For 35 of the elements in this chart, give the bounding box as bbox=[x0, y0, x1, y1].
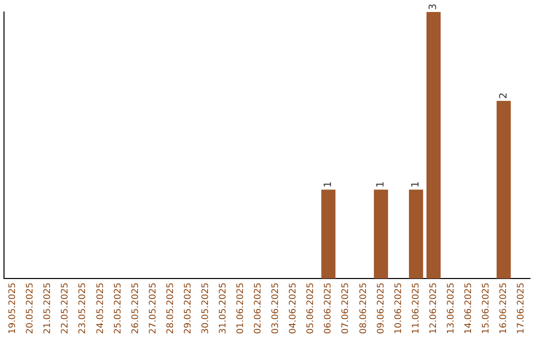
x-tick-label: 21.05.2025 bbox=[43, 282, 54, 334]
x-tick-label: 09.06.2025 bbox=[376, 282, 386, 334]
x-tick-label: 20.05.2025 bbox=[26, 282, 36, 334]
x-tick-label: 10.06.2025 bbox=[394, 282, 404, 334]
x-tick-label: 19.05.2025 bbox=[8, 282, 18, 334]
x-tick-label: 14.06.2025 bbox=[464, 282, 474, 334]
x-tick-label: 31.05.2025 bbox=[218, 282, 229, 334]
x-tick-label: 05.06.2025 bbox=[306, 282, 316, 334]
x-tick-label: 24.05.2025 bbox=[96, 282, 106, 334]
data-label: 1 bbox=[376, 181, 387, 188]
x-tick-label: 12.06.2025 bbox=[428, 282, 439, 334]
x-tick-label: 17.06.2025 bbox=[516, 282, 527, 334]
data-label: 1 bbox=[410, 181, 422, 188]
x-tick-label: 23.05.2025 bbox=[78, 282, 88, 334]
data-label: 3 bbox=[428, 4, 440, 10]
x-tick-label: 08.06.2025 bbox=[358, 282, 369, 334]
x-tick-label: 26.05.2025 bbox=[130, 282, 141, 334]
x-tick-label: 04.06.2025 bbox=[288, 282, 299, 334]
x-tick-label: 27.05.2025 bbox=[148, 282, 158, 334]
x-tick-label: 16.06.2025 bbox=[499, 282, 510, 334]
x-tick-label: 15.06.2025 bbox=[482, 282, 492, 334]
x-tick-label: 30.05.2025 bbox=[200, 282, 211, 334]
x-tick-label: 02.06.2025 bbox=[254, 282, 264, 334]
x-tick-label: 01.06.2025 bbox=[236, 282, 246, 334]
data-label: 2 bbox=[498, 92, 510, 99]
x-tick-label: 11.06.2025 bbox=[411, 282, 422, 334]
x-tick-label: 06.06.2025 bbox=[324, 282, 334, 334]
x-tick-label: 13.06.2025 bbox=[446, 282, 456, 334]
x-tick-label: 29.05.2025 bbox=[183, 282, 194, 334]
x-tick-label: 07.06.2025 bbox=[341, 282, 352, 334]
data-label: 1 bbox=[322, 181, 334, 188]
x-tick-label: 03.06.2025 bbox=[271, 282, 282, 334]
x-tick-label: 28.05.2025 bbox=[166, 282, 176, 334]
x-tick-label: 22.05.2025 bbox=[60, 282, 71, 334]
x-tick-label: 25.05.2025 bbox=[113, 282, 124, 334]
